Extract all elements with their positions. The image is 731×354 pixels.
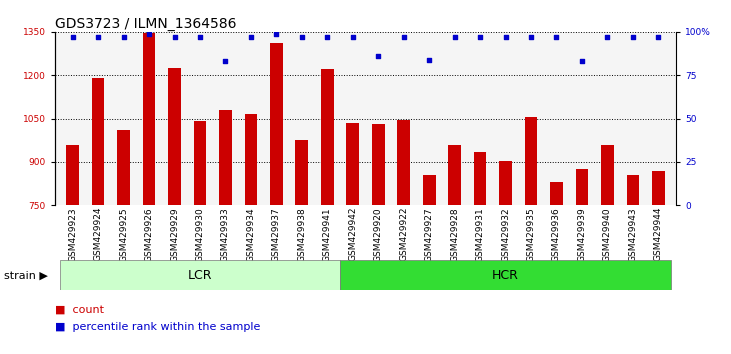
Bar xyxy=(60,260,340,290)
Text: GSM429937: GSM429937 xyxy=(272,207,281,262)
Bar xyxy=(448,144,461,205)
Point xyxy=(296,34,308,40)
Text: strain ▶: strain ▶ xyxy=(4,270,48,280)
Bar xyxy=(372,124,385,205)
Point xyxy=(322,34,333,40)
Bar xyxy=(295,140,308,205)
Bar xyxy=(499,160,512,205)
Text: GSM429944: GSM429944 xyxy=(654,207,663,262)
Point xyxy=(602,34,613,40)
Bar xyxy=(67,144,79,205)
Point xyxy=(627,34,639,40)
Point xyxy=(423,57,435,62)
Point xyxy=(219,58,231,64)
Point xyxy=(525,34,537,40)
Point xyxy=(576,58,588,64)
Bar xyxy=(92,78,105,205)
Text: GSM429942: GSM429942 xyxy=(348,207,357,262)
Text: GSM429926: GSM429926 xyxy=(145,207,154,262)
Text: ■  count: ■ count xyxy=(55,305,104,315)
Text: GSM429936: GSM429936 xyxy=(552,207,561,262)
Text: GSM429935: GSM429935 xyxy=(526,207,536,262)
Bar xyxy=(245,114,257,205)
Point xyxy=(194,34,206,40)
Text: HCR: HCR xyxy=(492,269,519,282)
Point xyxy=(398,34,409,40)
Point xyxy=(169,34,181,40)
Text: GSM429932: GSM429932 xyxy=(501,207,510,262)
Bar xyxy=(525,117,537,205)
Bar xyxy=(270,44,283,205)
Point xyxy=(474,34,486,40)
Text: GSM429941: GSM429941 xyxy=(323,207,332,262)
Bar xyxy=(601,144,614,205)
Text: LCR: LCR xyxy=(188,269,212,282)
Point xyxy=(67,34,78,40)
Text: GSM429923: GSM429923 xyxy=(68,207,77,262)
Bar xyxy=(168,68,181,205)
Text: GSM429940: GSM429940 xyxy=(603,207,612,262)
Text: GSM429934: GSM429934 xyxy=(246,207,255,262)
Text: GSM429931: GSM429931 xyxy=(476,207,485,262)
Bar xyxy=(340,260,671,290)
Text: GSM429938: GSM429938 xyxy=(298,207,306,262)
Bar xyxy=(626,175,639,205)
Point xyxy=(143,31,155,36)
Text: GDS3723 / ILMN_1364586: GDS3723 / ILMN_1364586 xyxy=(55,17,236,31)
Point xyxy=(92,34,104,40)
Bar xyxy=(398,120,410,205)
Text: GSM429939: GSM429939 xyxy=(577,207,586,262)
Text: GSM429924: GSM429924 xyxy=(94,207,102,262)
Bar xyxy=(474,152,486,205)
Point xyxy=(118,34,129,40)
Point xyxy=(347,34,359,40)
Bar xyxy=(550,182,563,205)
Text: GSM429929: GSM429929 xyxy=(170,207,179,262)
Point xyxy=(372,53,384,59)
Bar xyxy=(652,171,664,205)
Text: ■  percentile rank within the sample: ■ percentile rank within the sample xyxy=(55,322,260,332)
Text: GSM429922: GSM429922 xyxy=(399,207,408,262)
Bar xyxy=(423,175,436,205)
Bar xyxy=(575,169,588,205)
Point xyxy=(653,34,664,40)
Point xyxy=(449,34,461,40)
Bar xyxy=(194,121,206,205)
Bar xyxy=(143,33,156,205)
Text: GSM429927: GSM429927 xyxy=(425,207,433,262)
Text: GSM429930: GSM429930 xyxy=(195,207,205,262)
Text: GSM429933: GSM429933 xyxy=(221,207,230,262)
Point xyxy=(270,31,282,36)
Bar xyxy=(321,69,333,205)
Point xyxy=(500,34,512,40)
Text: GSM429928: GSM429928 xyxy=(450,207,459,262)
Text: GSM429925: GSM429925 xyxy=(119,207,128,262)
Point xyxy=(245,34,257,40)
Text: GSM429943: GSM429943 xyxy=(629,207,637,262)
Text: GSM429920: GSM429920 xyxy=(374,207,383,262)
Bar xyxy=(219,110,232,205)
Bar xyxy=(117,130,130,205)
Point xyxy=(550,34,562,40)
Bar xyxy=(346,123,359,205)
